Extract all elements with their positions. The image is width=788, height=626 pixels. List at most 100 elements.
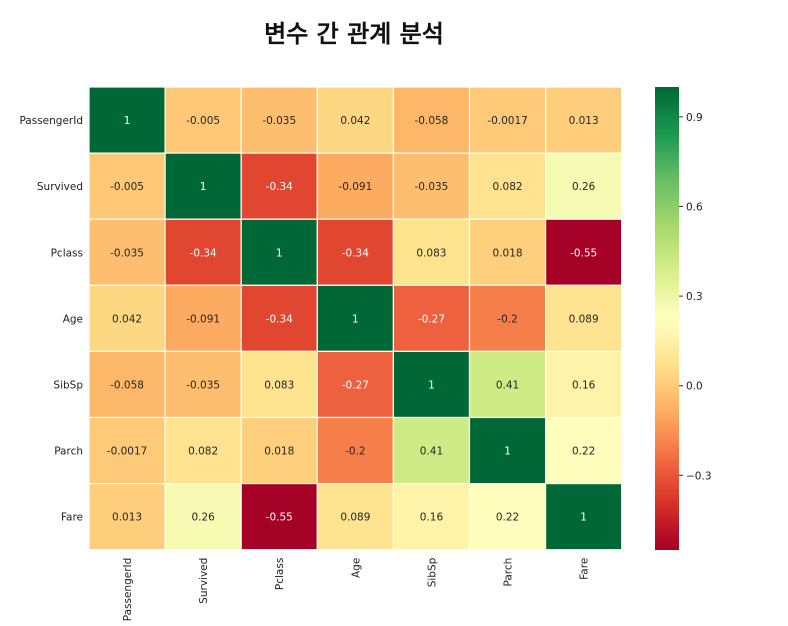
colorbar-tick-label: 0.0 xyxy=(686,381,703,393)
heatmap-cell xyxy=(392,218,471,286)
cell-value-label: 0.042 xyxy=(112,313,142,325)
y-tick-label: PassengerId xyxy=(19,115,83,127)
y-axis-tick-labels: PassengerId Survived Pclass Age SibSp Parch Fa… xyxy=(19,115,83,524)
cell-value-label: 0.018 xyxy=(264,446,294,458)
heatmap-cell xyxy=(468,152,547,220)
cell-value-label: -0.035 xyxy=(186,379,220,391)
y-tick-label: Age xyxy=(63,313,83,325)
cell-value-label: 1 xyxy=(276,247,283,259)
cell-value-label: -0.0017 xyxy=(107,446,148,458)
heatmap-cell xyxy=(392,483,471,551)
x-tick-label: Pclass xyxy=(274,558,286,590)
cell-value-label: -0.035 xyxy=(262,115,296,127)
heatmap-cell xyxy=(316,218,394,286)
heatmap-cell xyxy=(88,483,166,551)
page-title: 변수 간 관계 분석 xyxy=(264,20,444,48)
cell-value-label: -0.2 xyxy=(497,313,518,325)
colorbar-tick-label: 0.6 xyxy=(686,201,703,213)
cell-value-label: 1 xyxy=(504,446,511,458)
heatmap-cell xyxy=(240,284,318,352)
cell-value-label: -0.55 xyxy=(570,247,597,259)
cell-value-label: -0.34 xyxy=(190,247,217,259)
heatmap-cell xyxy=(468,218,547,286)
x-tick-label: Age xyxy=(350,558,362,578)
cell-value-label: 0.042 xyxy=(340,115,370,127)
colorbar: 0.9 0.6 0.3 0.0 −0.3 xyxy=(655,87,712,550)
cell-value-label: -0.058 xyxy=(415,115,449,127)
cell-value-label: 0.41 xyxy=(420,446,443,458)
cell-value-label: -0.34 xyxy=(266,181,293,193)
cell-value-label: 1 xyxy=(200,181,207,193)
cell-value-label: -0.005 xyxy=(110,181,144,193)
cell-value-label: 0.083 xyxy=(264,379,294,391)
y-tick-label: Pclass xyxy=(51,247,83,259)
cell-value-label: 0.41 xyxy=(496,379,519,391)
heatmap-cell xyxy=(240,152,318,220)
cell-value-label: 1 xyxy=(428,379,435,391)
cell-value-label: 0.16 xyxy=(572,379,596,391)
cell-value-label: -0.091 xyxy=(186,313,220,325)
heatmap-cell xyxy=(316,483,394,551)
heatmap-cell xyxy=(544,218,623,286)
y-tick-label: Survived xyxy=(37,181,83,193)
cell-value-label: -0.005 xyxy=(186,115,220,127)
x-tick-label: Survived xyxy=(198,558,210,604)
heatmap-cell xyxy=(544,284,623,352)
cell-value-label: 0.089 xyxy=(340,512,370,524)
cell-value-label: -0.55 xyxy=(266,512,293,524)
y-tick-label: Fare xyxy=(61,512,83,524)
x-tick-label: Parch xyxy=(503,558,515,587)
heatmap-cell xyxy=(240,86,318,154)
heatmap-cell xyxy=(544,483,623,551)
cell-value-label: -0.035 xyxy=(415,181,449,193)
heatmap-cell xyxy=(240,218,318,286)
heatmap-cell xyxy=(392,284,471,352)
heatmap-cell xyxy=(240,416,318,485)
cell-value-label: 0.018 xyxy=(493,247,523,259)
colorbar-tick-label: −0.3 xyxy=(686,470,712,482)
heatmap-cell xyxy=(164,350,242,419)
heatmap-cell xyxy=(164,152,242,220)
cell-value-label: 0.089 xyxy=(569,313,599,325)
colorbar-gradient xyxy=(655,87,679,550)
x-tick-label: Fare xyxy=(579,558,591,580)
heatmap-cell xyxy=(164,284,242,352)
cell-value-label: -0.34 xyxy=(342,247,369,259)
x-tick-label: PassengerId xyxy=(122,558,134,622)
cell-value-label: 0.26 xyxy=(572,181,596,193)
cell-value-label: -0.27 xyxy=(342,379,369,391)
heatmap-cell xyxy=(164,483,242,551)
heatmap-cell xyxy=(544,152,623,220)
heatmap-cell xyxy=(88,86,166,154)
x-tick-label: SibSp xyxy=(426,557,438,587)
heatmap-cell xyxy=(88,152,166,220)
heatmap-cell xyxy=(88,284,166,352)
heatmap-cell xyxy=(316,284,394,352)
heatmap-cell xyxy=(164,218,242,286)
heatmap-cell xyxy=(88,350,166,419)
colorbar-tick-label: 0.3 xyxy=(686,291,703,303)
cell-value-label: -0.091 xyxy=(338,181,372,193)
cell-value-label: 0.013 xyxy=(112,512,142,524)
cell-value-label: 0.082 xyxy=(188,446,218,458)
cell-value-label: -0.058 xyxy=(110,379,144,391)
cell-value-label: 0.013 xyxy=(569,115,599,127)
y-tick-label: Parch xyxy=(54,446,83,458)
heatmap-cells: 1 -0.005 -0.035 0.042 -0.058 -0.0017 0.013 -0.0… xyxy=(88,86,623,551)
heatmap-cell xyxy=(544,350,623,419)
cell-value-label: 0.22 xyxy=(572,446,595,458)
cell-value-label: 1 xyxy=(352,313,359,325)
heatmap-cell xyxy=(88,218,166,286)
heatmap-cell xyxy=(468,416,547,485)
heatmap-cell xyxy=(164,86,242,154)
heatmap-cell xyxy=(240,483,318,551)
cell-value-label: 0.22 xyxy=(496,512,519,524)
colorbar-tick-label: 0.9 xyxy=(686,112,703,124)
cell-value-label: 0.083 xyxy=(416,247,446,259)
heatmap-cell xyxy=(544,416,623,485)
y-tick-label: SibSp xyxy=(53,379,83,391)
cell-value-label: -0.27 xyxy=(418,313,445,325)
cell-value-label: -0.0017 xyxy=(487,115,528,127)
cell-value-label: -0.34 xyxy=(266,313,293,325)
